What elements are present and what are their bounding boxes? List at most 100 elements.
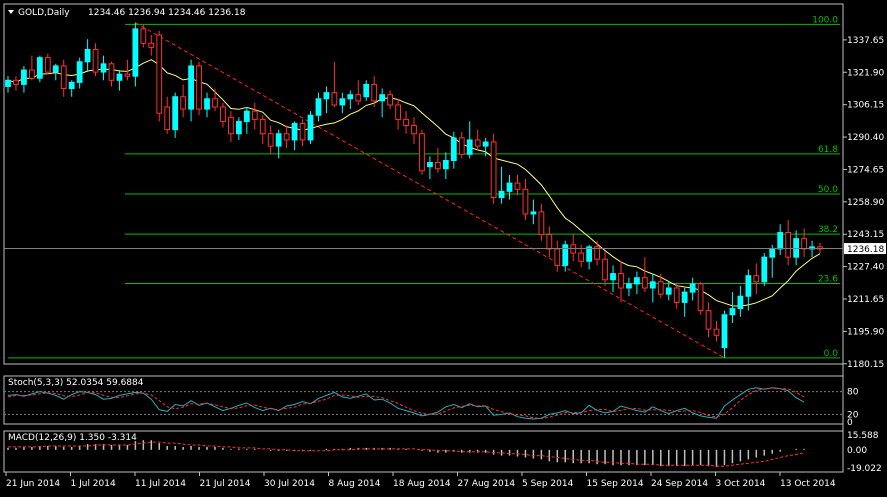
candle-body[interactable] bbox=[737, 295, 744, 310]
candle-body[interactable] bbox=[729, 308, 736, 316]
candle-body[interactable] bbox=[626, 283, 632, 289]
candle-body[interactable] bbox=[562, 244, 569, 266]
candle-body[interactable] bbox=[323, 92, 330, 100]
candle-body[interactable] bbox=[753, 275, 760, 283]
candle-body[interactable] bbox=[21, 69, 27, 85]
candle-body[interactable] bbox=[578, 252, 585, 262]
candle-body[interactable] bbox=[52, 65, 59, 73]
candle-body[interactable] bbox=[100, 63, 107, 73]
candle-body[interactable] bbox=[721, 314, 728, 349]
candle-body[interactable] bbox=[132, 28, 139, 77]
candle-body[interactable] bbox=[188, 65, 194, 110]
candle-body[interactable] bbox=[355, 94, 362, 102]
candle-body[interactable] bbox=[180, 96, 187, 110]
candle-body[interactable] bbox=[530, 211, 537, 215]
candle-body[interactable] bbox=[251, 110, 258, 120]
candle-body[interactable] bbox=[108, 63, 115, 81]
candle-body[interactable] bbox=[76, 61, 83, 83]
candle-body[interactable] bbox=[235, 120, 242, 135]
candle-body[interactable] bbox=[84, 48, 91, 63]
candle-body[interactable] bbox=[13, 79, 19, 85]
candle-body[interactable] bbox=[395, 104, 401, 120]
candle-body[interactable] bbox=[793, 238, 800, 258]
candle-body[interactable] bbox=[172, 96, 179, 131]
candle-body[interactable] bbox=[689, 283, 696, 293]
candle-body[interactable] bbox=[5, 79, 11, 87]
candle-body[interactable] bbox=[610, 273, 616, 281]
triangle-down-icon[interactable] bbox=[8, 10, 14, 14]
candle-body[interactable] bbox=[705, 310, 712, 330]
candle-body[interactable] bbox=[411, 125, 417, 135]
candle-body[interactable] bbox=[602, 258, 608, 281]
candle-body[interactable] bbox=[347, 94, 354, 100]
candle-body[interactable] bbox=[299, 122, 306, 141]
candle-body[interactable] bbox=[371, 83, 378, 102]
candle-body[interactable] bbox=[228, 116, 234, 135]
candle-body[interactable] bbox=[649, 281, 656, 289]
candle-body[interactable] bbox=[482, 141, 489, 147]
candle-body[interactable] bbox=[657, 281, 664, 295]
candle-body[interactable] bbox=[148, 42, 155, 48]
candle-body[interactable] bbox=[267, 133, 274, 147]
main-pane[interactable] bbox=[3, 3, 844, 365]
candle-body[interactable] bbox=[363, 83, 370, 98]
candle-body[interactable] bbox=[379, 94, 386, 102]
candle-body[interactable] bbox=[275, 133, 282, 147]
candle-body[interactable] bbox=[243, 110, 250, 122]
candle-body[interactable] bbox=[60, 65, 67, 90]
candle-body[interactable] bbox=[283, 133, 290, 141]
candle-body[interactable] bbox=[36, 57, 43, 79]
candle-body[interactable] bbox=[546, 234, 553, 250]
candle-body[interactable] bbox=[713, 328, 720, 336]
candle-body[interactable] bbox=[785, 231, 792, 258]
candle-body[interactable] bbox=[116, 73, 123, 81]
candle-body[interactable] bbox=[777, 231, 784, 250]
candle-body[interactable] bbox=[196, 65, 202, 110]
candle-body[interactable] bbox=[586, 246, 593, 262]
candle-body[interactable] bbox=[259, 118, 266, 135]
candle-body[interactable] bbox=[204, 98, 210, 110]
candle-body[interactable] bbox=[801, 238, 807, 250]
candle-body[interactable] bbox=[387, 94, 394, 106]
candle-body[interactable] bbox=[618, 273, 624, 289]
candle-body[interactable] bbox=[68, 81, 75, 90]
candle-body[interactable] bbox=[745, 275, 752, 297]
candle-body[interactable] bbox=[673, 287, 680, 303]
candle-body[interactable] bbox=[212, 98, 218, 108]
candle-body[interactable] bbox=[427, 162, 433, 168]
candle-body[interactable] bbox=[466, 139, 473, 155]
candle-body[interactable] bbox=[220, 106, 226, 122]
candle-body[interactable] bbox=[419, 133, 425, 172]
candle-body[interactable] bbox=[474, 139, 481, 147]
candle-body[interactable] bbox=[28, 69, 35, 79]
candle-body[interactable] bbox=[164, 106, 171, 131]
candle-body[interactable] bbox=[331, 92, 338, 106]
candle-body[interactable] bbox=[641, 277, 648, 289]
candle-body[interactable] bbox=[156, 34, 163, 114]
candle-body[interactable] bbox=[769, 248, 776, 258]
candle-body[interactable] bbox=[514, 182, 521, 190]
candle-body[interactable] bbox=[450, 137, 457, 161]
candle-body[interactable] bbox=[761, 256, 768, 283]
candle-body[interactable] bbox=[594, 246, 600, 260]
trend-line[interactable] bbox=[135, 22, 725, 359]
candle-body[interactable] bbox=[442, 159, 449, 170]
candle-body[interactable] bbox=[697, 283, 704, 312]
candle-body[interactable] bbox=[307, 114, 314, 141]
candle-body[interactable] bbox=[634, 277, 640, 285]
candle-body[interactable] bbox=[92, 48, 99, 73]
candle-body[interactable] bbox=[458, 137, 465, 155]
candle-body[interactable] bbox=[291, 122, 298, 141]
candle-body[interactable] bbox=[665, 287, 672, 295]
candle-body[interactable] bbox=[315, 98, 322, 116]
candle-body[interactable] bbox=[434, 162, 441, 170]
candle-body[interactable] bbox=[498, 190, 505, 199]
candle-body[interactable] bbox=[124, 73, 131, 77]
candle-body[interactable] bbox=[140, 28, 147, 44]
candle-body[interactable] bbox=[403, 118, 409, 127]
candle-body[interactable] bbox=[490, 141, 497, 199]
candle-body[interactable] bbox=[44, 57, 51, 73]
candle-body[interactable] bbox=[554, 248, 561, 266]
candle-body[interactable] bbox=[339, 98, 346, 106]
